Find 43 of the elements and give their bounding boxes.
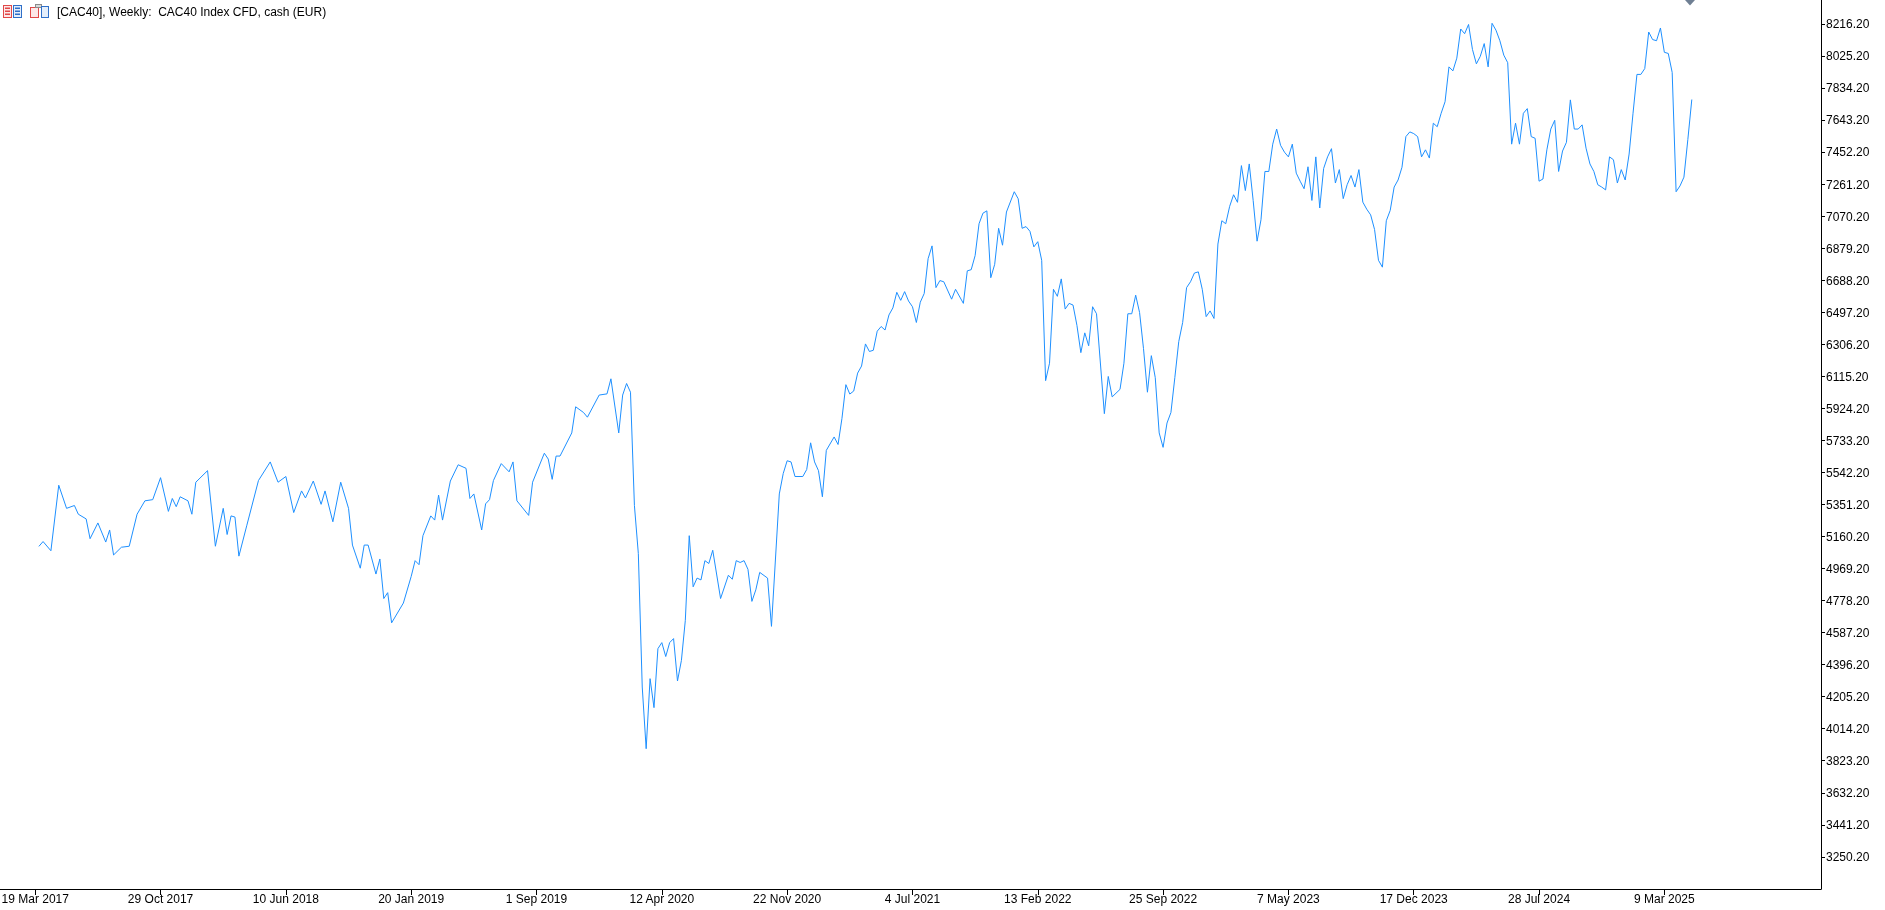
y-tick-label: 3441.20 [1826, 817, 1870, 832]
y-tick-label: 3250.20 [1826, 849, 1870, 864]
y-tick-label: 4205.20 [1826, 689, 1870, 704]
y-tick-label: 8216.20 [1826, 17, 1870, 32]
y-tick-label: 5542.20 [1826, 465, 1870, 480]
x-tick-label: 25 Sep 2022 [1129, 892, 1198, 906]
x-tick-label: 29 Oct 2017 [127, 892, 194, 906]
y-tick-label: 4587.20 [1826, 625, 1870, 640]
x-tick-label: 10 Jun 2018 [252, 892, 320, 906]
y-tick-label: 6497.20 [1826, 305, 1870, 320]
x-tick-label: 17 Dec 2023 [1379, 892, 1449, 906]
y-tick-label: 3632.20 [1826, 785, 1870, 800]
y-tick-label: 7643.20 [1826, 113, 1870, 128]
y-tick-label: 8025.20 [1826, 49, 1870, 64]
x-tick-label: 28 Jul 2024 [1508, 892, 1571, 906]
text: [CAC40], Weekly: CAC40 Index CFD, cash (EUR) [57, 4, 327, 20]
x-tick-label: 9 Mar 2025 [1634, 892, 1696, 906]
y-tick-label: 5733.20 [1826, 433, 1870, 448]
y-tick-label: 4014.20 [1826, 721, 1870, 736]
y-tick-label: 7452.20 [1826, 145, 1870, 160]
y-tick-label: 4969.20 [1826, 561, 1870, 576]
y-tick-label: 5160.20 [1826, 529, 1870, 544]
y-tick-label: 4778.20 [1826, 593, 1870, 608]
x-tick-label: 22 Nov 2020 [753, 892, 822, 906]
y-tick-label: 5924.20 [1826, 401, 1870, 416]
x-tick-label: 20 Jan 2019 [378, 892, 445, 906]
y-tick-label: 6688.20 [1826, 273, 1870, 288]
x-tick-label: 12 Apr 2020 [629, 892, 695, 906]
y-tick-label: 5351.20 [1826, 497, 1870, 512]
x-tick-label: 4 Jul 2021 [884, 892, 941, 906]
y-tick-label: 6879.20 [1826, 241, 1870, 256]
y-tick-label: 4396.20 [1826, 657, 1870, 672]
y-tick-label: 6115.20 [1826, 369, 1869, 384]
x-tick-label: 1 Sep 2019 [505, 892, 568, 906]
x-tick-label: 19 Mar 2017 [1, 892, 70, 906]
line-series [38, 22, 1693, 750]
x-tick-label: 13 Feb 2022 [1004, 892, 1072, 906]
y-tick-label: 7834.20 [1826, 81, 1870, 96]
y-tick-label: 3823.20 [1826, 753, 1870, 768]
x-tick-label: 7 May 2023 [1257, 892, 1321, 906]
y-tick-label: 6306.20 [1826, 337, 1870, 352]
y-tick-label: 7070.20 [1826, 209, 1870, 224]
y-tick-label: 7261.20 [1826, 177, 1870, 192]
